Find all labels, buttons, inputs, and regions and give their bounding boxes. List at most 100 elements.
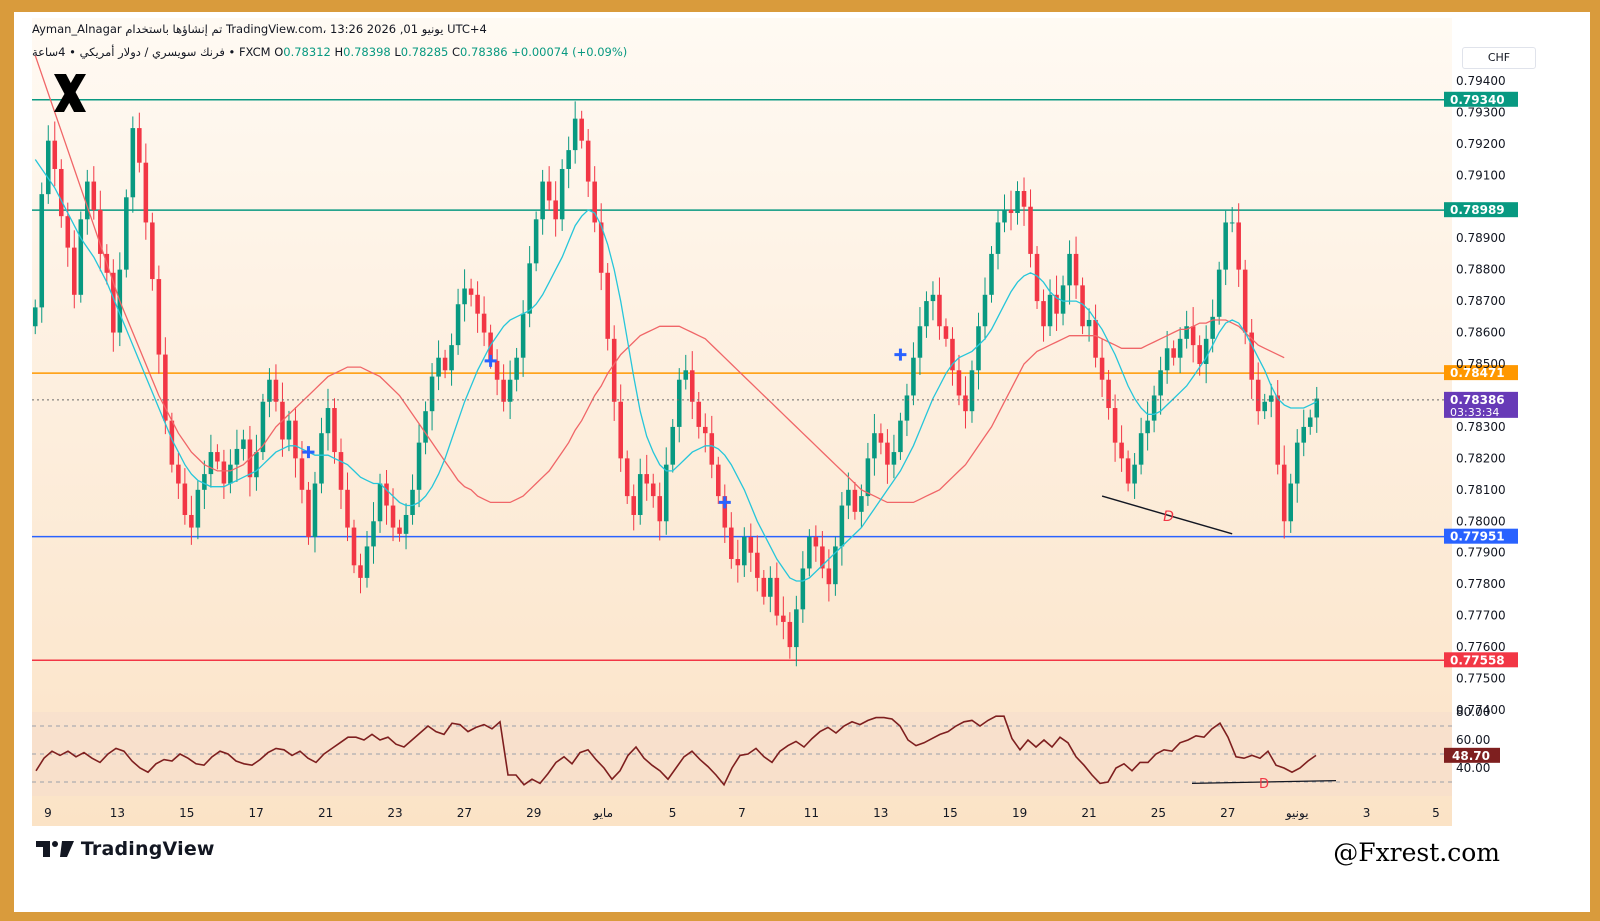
time-tick-label: 5 <box>669 806 677 820</box>
candle-body <box>833 546 838 585</box>
candle-body <box>1067 253 1072 286</box>
candle-body <box>507 379 513 402</box>
candle-body <box>98 209 103 254</box>
time-tick-label: 29 <box>526 806 541 820</box>
candle-body <box>930 294 936 302</box>
candle-body <box>1008 209 1014 214</box>
candle-body <box>423 411 428 443</box>
candle-body <box>1119 442 1124 459</box>
rsi-background <box>32 712 1452 796</box>
candle-body <box>377 483 383 522</box>
level-tag-label: 0.77558 <box>1450 653 1505 667</box>
candle-body <box>1190 326 1196 346</box>
candle-body <box>917 326 923 358</box>
candle-body <box>624 458 630 497</box>
candle-body <box>1060 285 1066 314</box>
candle-body <box>989 253 994 295</box>
candle-body <box>553 200 558 220</box>
candle-body <box>1086 319 1092 327</box>
candle-body <box>1281 464 1287 522</box>
candle-body <box>611 338 617 402</box>
candle-body <box>1216 269 1222 317</box>
time-tick-label: 9 <box>44 806 52 820</box>
candle-body <box>1028 206 1033 254</box>
candle-body <box>794 609 799 648</box>
candle-body <box>319 433 324 484</box>
candle-body <box>1262 401 1267 412</box>
time-tick-label: 7 <box>738 806 746 820</box>
candle-body <box>1301 426 1307 443</box>
candle-body <box>358 565 363 578</box>
candle-body <box>1034 253 1040 302</box>
candle-body <box>1294 442 1300 484</box>
candle-body <box>351 527 357 566</box>
price-axis[interactable] <box>1452 18 1556 826</box>
time-tick-label: 25 <box>1151 806 1166 820</box>
candle-body <box>143 162 149 223</box>
candle-body <box>189 514 194 528</box>
level-tag-1 <box>1444 202 1518 218</box>
candle-body <box>702 426 708 434</box>
candle-body <box>462 288 467 305</box>
candle-body <box>332 408 337 453</box>
candle-body <box>215 452 220 462</box>
candle-body <box>696 401 702 427</box>
candle-body <box>937 294 942 327</box>
candle-body <box>1242 269 1248 333</box>
candle-body <box>1112 408 1118 443</box>
candle-body <box>846 489 851 506</box>
candle-body <box>124 197 129 270</box>
candle-body <box>742 537 747 566</box>
plot-area[interactable] <box>32 18 1452 826</box>
candle-body <box>1249 332 1254 380</box>
time-tick-label: 15 <box>943 806 958 820</box>
candle-body <box>826 568 832 585</box>
price-tick-label: 0.79300 <box>1456 105 1506 119</box>
candle-body <box>397 527 402 534</box>
candle-body <box>150 222 155 280</box>
candle-body <box>273 379 279 402</box>
price-tick-label: 0.77700 <box>1456 609 1506 623</box>
close-label: C <box>452 45 461 59</box>
candle-body <box>950 338 955 371</box>
candle-body <box>774 577 780 616</box>
time-tick-label: مايو <box>592 806 613 821</box>
candle-body <box>78 219 84 295</box>
candle-body <box>410 489 415 515</box>
candle-body <box>898 420 903 453</box>
candle-body <box>748 537 754 553</box>
candle-body <box>878 433 884 443</box>
time-tick-label: يونيو <box>1285 806 1309 821</box>
candle-body <box>566 150 571 169</box>
candle-body <box>45 140 51 195</box>
candle-body <box>163 354 168 421</box>
candle-body <box>722 496 728 528</box>
candle-body <box>1229 222 1235 224</box>
horizontal-levels: 0.79340 0.78989 0.78471 0.77951 0.77558 <box>32 91 1518 668</box>
candle-body <box>403 514 409 534</box>
candle-body <box>872 433 877 459</box>
price-tick-label: 0.77900 <box>1456 546 1506 560</box>
high-label: H <box>334 45 344 59</box>
axis-labels: 0.79400 0.79300 0.79200 0.79100 0.78900 0.788… <box>44 74 1505 821</box>
candle-body <box>820 546 825 569</box>
candle-body <box>58 168 64 217</box>
candle-body <box>241 439 246 449</box>
candle-body <box>559 168 565 220</box>
candle-body <box>384 483 389 506</box>
candle-body <box>885 442 890 465</box>
candle-body <box>72 247 77 295</box>
close-value: 0.78386 <box>460 45 508 59</box>
candle-body <box>683 370 689 380</box>
chart-header: Ayman_Alnagar تم إنشاؤها باستخدام Tradin… <box>32 22 487 36</box>
rsi-value-label: 48.70 <box>1452 749 1490 763</box>
currency-badge[interactable]: CHF <box>1462 47 1536 69</box>
candle-body <box>781 615 786 622</box>
candle-body <box>91 181 97 210</box>
candle-body <box>1054 294 1059 314</box>
time-tick-label: 19 <box>1012 806 1027 820</box>
candle-body <box>130 128 136 198</box>
low-label: L <box>394 45 401 59</box>
candle-body <box>995 222 1001 254</box>
